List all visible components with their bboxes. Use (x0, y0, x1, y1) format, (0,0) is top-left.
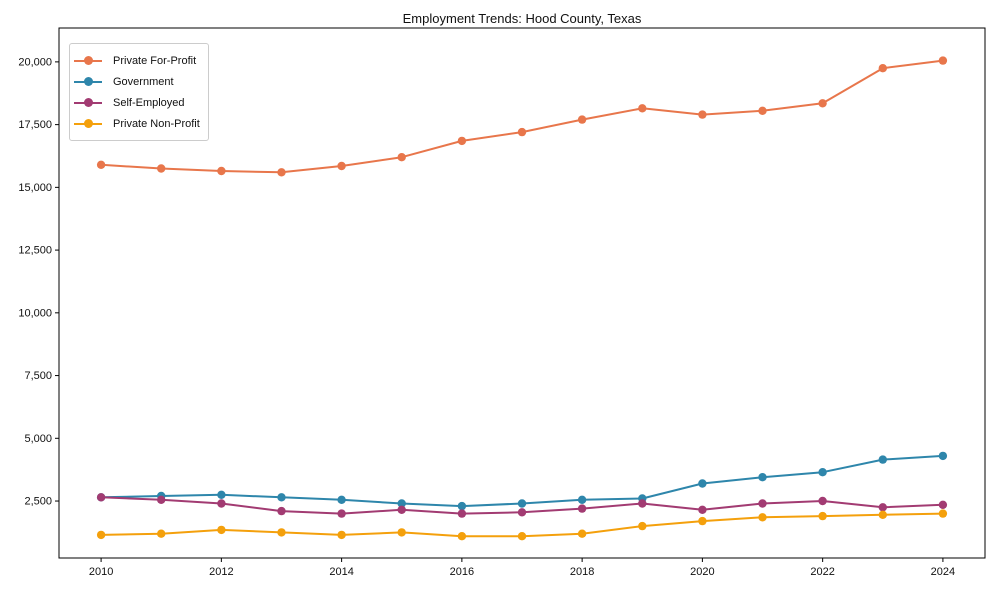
chart-title: Employment Trends: Hood County, Texas (402, 11, 642, 26)
series-point-private-non-profit (277, 528, 286, 537)
series-point-private-for-profit (517, 127, 527, 137)
series-point-private-non-profit (517, 532, 527, 541)
series-point-private-non-profit (217, 525, 226, 535)
x-tick-label: 2012 (209, 566, 233, 578)
series-point-private-non-profit (938, 509, 948, 518)
legend-item-self-employed: Self-Employed (74, 92, 200, 113)
series-point-self-employed (938, 500, 948, 509)
series-point-private-non-profit (337, 530, 346, 540)
legend-label: Private Non-Profit (113, 117, 200, 130)
series-point-private-non-profit (818, 511, 827, 521)
series-point-self-employed (217, 499, 226, 508)
legend-line-dot-icon (74, 77, 102, 86)
series-point-private-for-profit (878, 63, 887, 73)
x-tick-label: 2022 (810, 566, 834, 578)
series-point-private-for-profit (938, 56, 948, 65)
series-point-private-non-profit (698, 516, 707, 526)
series-point-self-employed (577, 504, 587, 513)
series-point-private-non-profit (758, 513, 767, 522)
series-point-self-employed (698, 505, 707, 514)
series-point-self-employed (818, 496, 827, 506)
y-tick-label: 12,500 (18, 245, 52, 257)
series-point-self-employed (638, 499, 647, 508)
y-tick-label: 10,000 (18, 307, 52, 319)
series-point-government (878, 455, 887, 464)
series-point-private-for-profit (337, 161, 346, 171)
legend-label: Private For-Profit (113, 54, 197, 67)
y-tick-label: 7,500 (24, 370, 52, 382)
x-tick-label: 2020 (690, 566, 714, 578)
series-point-private-non-profit (878, 510, 887, 519)
series-point-government (758, 473, 767, 482)
series-point-private-for-profit (818, 99, 827, 108)
series-point-private-for-profit (758, 106, 767, 116)
series-line-government (101, 454, 943, 508)
x-tick-label: 2014 (329, 566, 353, 578)
series-point-private-for-profit (638, 104, 647, 113)
series-point-government (818, 468, 827, 477)
series-point-government (517, 499, 527, 508)
series-point-private-for-profit (157, 164, 166, 173)
series-point-government (337, 495, 346, 504)
legend-label: Self-Employed (113, 96, 185, 109)
series-point-government (397, 499, 406, 508)
y-tick-label: 20,000 (18, 56, 52, 68)
series-point-government (217, 490, 226, 499)
plot-spines (58, 27, 986, 559)
y-tick-label: 17,500 (18, 119, 52, 131)
series-point-government (577, 495, 587, 504)
series-point-self-employed (277, 506, 286, 516)
legend-label: Government (113, 75, 174, 88)
series-point-private-for-profit (577, 115, 587, 124)
series-point-government (457, 501, 467, 511)
legend-line-dot-icon (74, 56, 102, 65)
series-point-private-for-profit (217, 166, 226, 176)
series-point-government (938, 451, 948, 461)
series-line-private-for-profit (101, 59, 944, 174)
series-point-government (698, 479, 707, 488)
series-point-self-employed (157, 495, 166, 504)
y-tick-label: 15,000 (18, 182, 52, 194)
x-tick-label: 2016 (450, 566, 474, 578)
x-tick-label: 2024 (931, 566, 955, 578)
legend-item-private-non-profit: Private Non-Profit (74, 113, 200, 134)
series-point-private-for-profit (698, 110, 707, 119)
series-point-self-employed (758, 499, 767, 508)
series-point-self-employed (96, 493, 106, 502)
series-point-self-employed (337, 509, 346, 518)
series-point-private-non-profit (577, 529, 587, 538)
legend-item-government: Government (74, 71, 200, 92)
legend-box: Private For-Profit Government Self-Employe… (69, 43, 209, 141)
series-point-private-for-profit (397, 153, 406, 162)
series-point-private-for-profit (277, 168, 286, 177)
series-point-self-employed (517, 508, 527, 517)
x-tick-label: 2018 (570, 566, 594, 578)
series-point-private-for-profit (457, 136, 467, 146)
series-point-self-employed (397, 505, 406, 514)
series-point-private-non-profit (397, 528, 406, 537)
series-point-self-employed (878, 503, 887, 512)
series-point-private-non-profit (638, 521, 647, 531)
series-point-private-non-profit (96, 530, 106, 540)
y-tick-label: 2,500 (24, 496, 52, 508)
series-point-private-non-profit (157, 529, 166, 538)
series-point-self-employed (457, 509, 467, 518)
y-tick-label: 5,000 (24, 433, 52, 445)
series-point-government (277, 493, 286, 502)
legend-item-private-for-profit: Private For-Profit (74, 50, 200, 71)
series-point-private-for-profit (96, 160, 106, 169)
legend-line-dot-icon (74, 98, 102, 107)
x-tick-label: 2010 (89, 566, 113, 578)
legend-line-dot-icon (74, 119, 102, 128)
series-point-private-non-profit (457, 532, 467, 541)
